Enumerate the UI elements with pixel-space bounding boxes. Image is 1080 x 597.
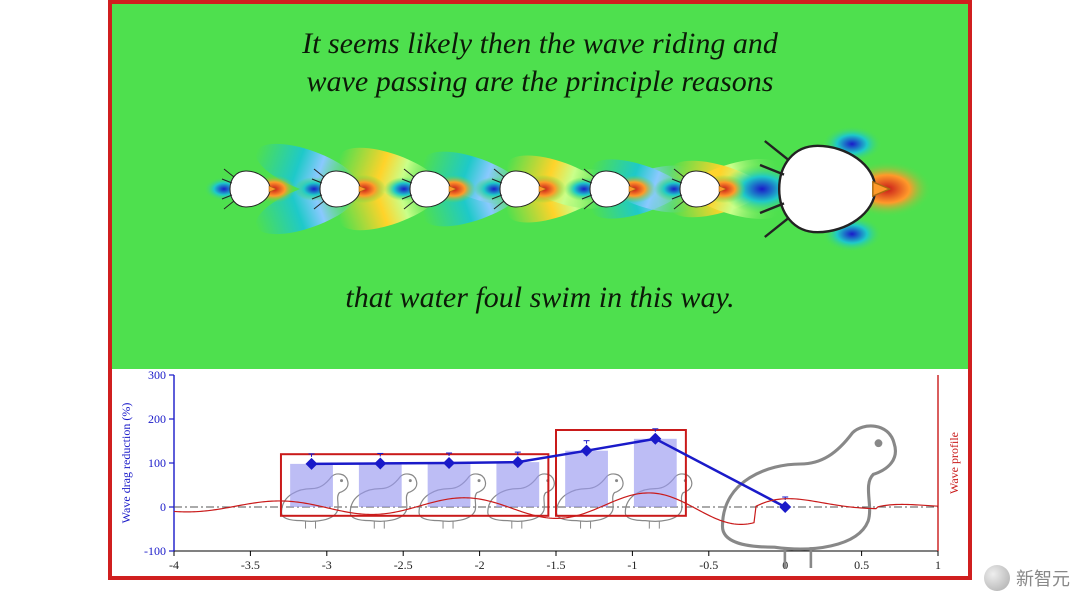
svg-text:-1.5: -1.5	[547, 558, 566, 572]
bar	[565, 451, 608, 507]
svg-text:-1: -1	[627, 558, 637, 572]
svg-text:-0.5: -0.5	[699, 558, 718, 572]
heatmap-panel: It seems likely then the wave riding and…	[112, 4, 968, 369]
bar	[290, 464, 333, 507]
svg-text:-4: -4	[169, 558, 179, 572]
data-marker	[779, 501, 791, 513]
svg-text:-3: -3	[322, 558, 332, 572]
svg-text:100: 100	[148, 456, 166, 470]
bar	[359, 463, 402, 507]
chart-panel: -4-3.5-3-2.5-2-1.5-1-0.500.51-1000100200…	[112, 369, 968, 576]
figure-frame: It seems likely then the wave riding and…	[108, 0, 972, 580]
bar	[496, 462, 539, 507]
heatmap-svg	[112, 4, 968, 369]
svg-text:300: 300	[148, 369, 166, 382]
svg-text:0.5: 0.5	[854, 558, 869, 572]
bar	[428, 463, 471, 507]
svg-text:-2.5: -2.5	[394, 558, 413, 572]
svg-text:-100: -100	[144, 544, 166, 558]
svg-text:-3.5: -3.5	[241, 558, 260, 572]
watermark: 新智元	[984, 565, 1070, 591]
wake-pattern	[204, 14, 932, 365]
watermark-text: 新智元	[1016, 565, 1070, 591]
svg-text:200: 200	[148, 412, 166, 426]
svg-text:Wave drag reduction (%): Wave drag reduction (%)	[119, 403, 133, 524]
svg-text:1: 1	[935, 558, 941, 572]
duck-row	[204, 126, 932, 252]
chart-svg: -4-3.5-3-2.5-2-1.5-1-0.500.51-1000100200…	[112, 369, 968, 576]
svg-text:-2: -2	[475, 558, 485, 572]
duck-outline	[722, 426, 895, 568]
svg-text:0: 0	[160, 500, 166, 514]
watermark-icon	[984, 565, 1010, 591]
svg-text:Wave profile: Wave profile	[947, 432, 961, 494]
